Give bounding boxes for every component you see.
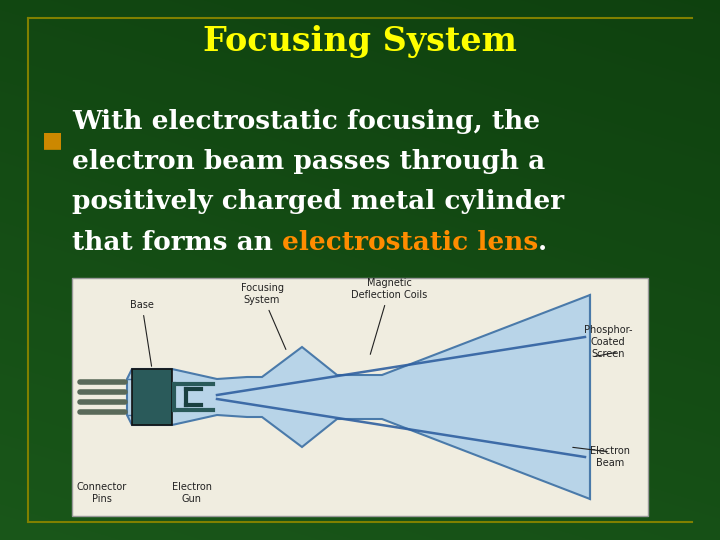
Polygon shape — [127, 295, 590, 499]
Text: that forms an: that forms an — [72, 230, 282, 254]
Bar — [132, 369, 172, 425]
Text: electrostatic lens: electrostatic lens — [282, 230, 539, 254]
Text: Electron
Gun: Electron Gun — [172, 482, 212, 504]
Bar — [72, 278, 648, 516]
Text: positively charged metal cylinder: positively charged metal cylinder — [72, 190, 564, 214]
Text: .: . — [539, 230, 547, 254]
Text: Connector
Pins: Connector Pins — [77, 482, 127, 504]
Text: Electron
Beam: Electron Beam — [590, 446, 630, 468]
Text: Base: Base — [130, 300, 154, 366]
Text: Magnetic
Deflection Coils: Magnetic Deflection Coils — [351, 279, 428, 354]
Text: Focusing
System: Focusing System — [240, 284, 286, 349]
Text: With electrostatic focusing, the: With electrostatic focusing, the — [72, 110, 540, 134]
Text: Focusing System: Focusing System — [203, 25, 517, 58]
Text: electron beam passes through a: electron beam passes through a — [72, 150, 545, 174]
Text: ■: ■ — [42, 130, 63, 150]
Text: Phosphor-
Coated
Screen: Phosphor- Coated Screen — [584, 326, 632, 359]
